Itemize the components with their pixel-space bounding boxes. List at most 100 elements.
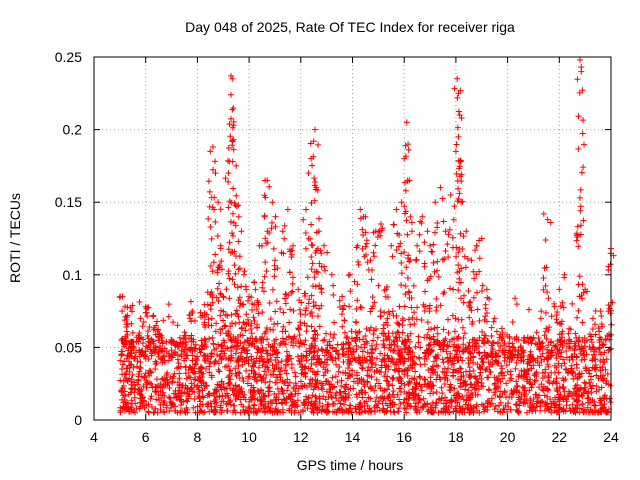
chart-title: Day 048 of 2025, Rate Of TEC Index for r… (185, 19, 515, 35)
data-point (230, 136, 237, 143)
y-tick-label: 0 (74, 412, 82, 428)
data-point (279, 228, 286, 235)
data-point (414, 242, 421, 249)
data-point (483, 286, 490, 293)
data-point (367, 257, 374, 264)
data-point (295, 286, 302, 293)
x-axis-ticks: 4 6 8 10 12 14 16 18 20 22 24 (90, 57, 619, 445)
data-point (527, 351, 534, 358)
data-point (569, 300, 576, 307)
data-point (424, 228, 431, 235)
data-point (212, 170, 219, 177)
data-point (261, 213, 268, 220)
data-point (308, 155, 315, 162)
data-point (408, 228, 415, 235)
data-point (158, 332, 165, 339)
data-point (442, 228, 449, 235)
x-tick-label: 8 (194, 429, 202, 445)
data-point (137, 315, 144, 322)
data-point (290, 242, 297, 249)
y-tick-label: 0.15 (55, 194, 82, 210)
data-point (153, 322, 160, 329)
data-point (233, 162, 240, 169)
data-point (305, 170, 312, 177)
data-point (468, 257, 475, 264)
y-tick-label: 0.1 (63, 267, 83, 283)
data-point (432, 199, 439, 206)
data-point (456, 112, 463, 119)
data-point (220, 293, 227, 300)
y-axis-label: ROTI / TECUs (7, 193, 23, 283)
data-point (597, 308, 604, 315)
data-point (181, 332, 188, 339)
x-tick-label: 14 (345, 429, 361, 445)
data-point (455, 90, 462, 97)
data-point (269, 199, 276, 206)
data-point (509, 344, 516, 351)
data-point (209, 144, 216, 151)
data-point (372, 228, 379, 235)
data-point (491, 315, 498, 322)
data-point (556, 286, 563, 293)
data-point (328, 271, 335, 278)
data-point (230, 122, 237, 129)
data-point (582, 286, 589, 293)
x-tick-label: 20 (500, 429, 516, 445)
data-point (235, 213, 242, 220)
data-point (354, 242, 361, 249)
x-axis-label: GPS time / hours (297, 457, 404, 473)
data-point (251, 279, 258, 286)
data-point (383, 286, 390, 293)
data-point (302, 206, 309, 213)
data-point (403, 119, 410, 126)
x-tick-label: 10 (241, 429, 257, 445)
data-point (284, 206, 291, 213)
data-point (405, 141, 412, 148)
x-tick-label: 18 (448, 429, 464, 445)
data-point (538, 308, 545, 315)
data-point (339, 293, 346, 300)
data-point (388, 242, 395, 249)
data-point (312, 126, 319, 133)
data-point (401, 155, 408, 162)
data-point (315, 228, 322, 235)
x-tick-label: 22 (552, 429, 568, 445)
x-tick-label: 4 (90, 429, 98, 445)
data-point (256, 242, 263, 249)
data-point (455, 133, 462, 140)
data-point (129, 329, 136, 336)
data-point (454, 75, 461, 82)
data-point (398, 199, 405, 206)
data-point (122, 303, 129, 310)
data-point (544, 216, 551, 223)
data-point (478, 235, 485, 242)
data-point (561, 271, 568, 278)
data-point (228, 72, 235, 79)
data-point (576, 56, 583, 63)
data-point (576, 194, 583, 201)
y-tick-label: 0.2 (63, 122, 83, 138)
data-point (574, 232, 581, 239)
data-point (393, 206, 400, 213)
data-point (406, 177, 413, 184)
data-point (437, 184, 444, 191)
data-point (207, 148, 214, 155)
dense-scatter-band (116, 68, 617, 416)
grid-lines (94, 57, 611, 420)
data-point (228, 91, 235, 98)
data-point (217, 242, 224, 249)
data-point (240, 271, 247, 278)
data-point (605, 308, 612, 315)
data-point (499, 329, 506, 336)
data-point (199, 312, 206, 319)
data-point (189, 308, 196, 315)
data-point (310, 138, 317, 145)
data-point (229, 75, 236, 82)
y-tick-label: 0.25 (55, 49, 82, 65)
scatter-points (119, 56, 614, 358)
data-point (321, 242, 328, 249)
data-point (142, 303, 149, 310)
data-point (458, 199, 465, 206)
x-tick-label: 16 (396, 429, 412, 445)
